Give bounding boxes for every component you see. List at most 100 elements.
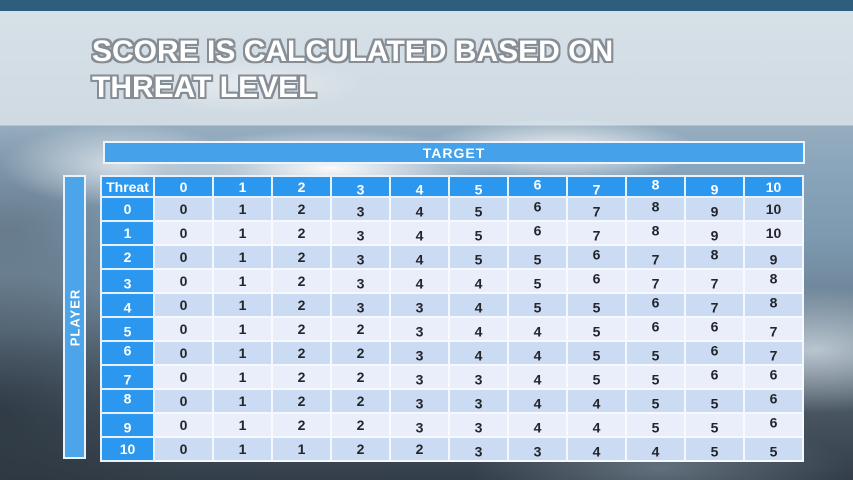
score-cell: 5 <box>568 294 627 318</box>
column-header-cell: 1 <box>214 175 273 198</box>
score-cell: 2 <box>332 318 391 342</box>
score-cell: 7 <box>627 246 686 270</box>
score-cell: 7 <box>745 318 804 342</box>
score-cell: 3 <box>391 318 450 342</box>
score-cell: 4 <box>450 342 509 366</box>
score-cell: 4 <box>450 270 509 294</box>
column-header-cell: 0 <box>155 175 214 198</box>
score-cell: 6 <box>627 318 686 342</box>
score-cell: 2 <box>273 318 332 342</box>
score-cell: 3 <box>450 438 509 462</box>
score-cell: 2 <box>273 414 332 438</box>
score-cell: 0 <box>155 342 214 366</box>
score-cell: 3 <box>332 246 391 270</box>
score-cell: 6 <box>686 366 745 390</box>
score-cell: 4 <box>391 246 450 270</box>
score-cell: 3 <box>332 270 391 294</box>
row-label-cell: 4 <box>100 294 155 318</box>
score-cell: 5 <box>686 414 745 438</box>
score-cell: 8 <box>627 222 686 246</box>
row-label-cell: 2 <box>100 246 155 270</box>
score-cell: 5 <box>627 366 686 390</box>
score-cell: 5 <box>745 438 804 462</box>
score-cell: 2 <box>332 366 391 390</box>
score-cell: 2 <box>273 390 332 414</box>
score-cell: 4 <box>568 390 627 414</box>
score-cell: 5 <box>627 414 686 438</box>
score-cell: 0 <box>155 270 214 294</box>
score-cell: 1 <box>214 342 273 366</box>
score-cell: 0 <box>155 222 214 246</box>
row-label-cell: 7 <box>100 366 155 390</box>
score-cell: 1 <box>214 414 273 438</box>
score-cell: 3 <box>332 198 391 222</box>
score-cell: 2 <box>332 414 391 438</box>
score-cell: 6 <box>568 246 627 270</box>
score-cell: 10 <box>745 222 804 246</box>
row-label-cell: 8 <box>100 390 155 414</box>
score-cell: 6 <box>745 366 804 390</box>
score-cell: 5 <box>568 366 627 390</box>
score-cell: 2 <box>273 366 332 390</box>
row-label-cell: 9 <box>100 414 155 438</box>
row-label-cell: 0 <box>100 198 155 222</box>
score-cell: 6 <box>745 414 804 438</box>
player-sidebar-label: PLAYER <box>67 288 83 346</box>
row-label-cell: 3 <box>100 270 155 294</box>
target-header-bar: TARGET <box>103 141 805 164</box>
table-row: 0 0 1 2 3 4 5 6 7 8 9 10 <box>100 198 804 222</box>
column-header-cell: 5 <box>450 175 509 198</box>
score-cell: 4 <box>568 414 627 438</box>
score-cell: 8 <box>745 294 804 318</box>
score-cell: 8 <box>627 198 686 222</box>
score-cell: 6 <box>686 342 745 366</box>
score-cell: 1 <box>214 438 273 462</box>
score-cell: 5 <box>509 294 568 318</box>
column-header-cell: 2 <box>273 175 332 198</box>
column-header-cell: 9 <box>686 175 745 198</box>
score-cell: 4 <box>450 294 509 318</box>
row-label-cell: 1 <box>100 222 155 246</box>
score-cell: 2 <box>332 342 391 366</box>
score-cell: 3 <box>332 222 391 246</box>
score-cell: 5 <box>509 246 568 270</box>
score-cell: 4 <box>509 414 568 438</box>
score-cell: 2 <box>273 222 332 246</box>
score-cell: 2 <box>273 246 332 270</box>
score-cell: 4 <box>450 318 509 342</box>
score-cell: 7 <box>627 270 686 294</box>
row-label-cell: 10 <box>100 438 155 462</box>
score-cell: 1 <box>214 390 273 414</box>
slide-title-line-2: THREAT LEVEL <box>92 71 317 104</box>
score-cell: 1 <box>273 438 332 462</box>
score-cell: 0 <box>155 366 214 390</box>
score-cell: 10 <box>745 198 804 222</box>
score-table-body: 0 0 1 2 3 4 5 6 7 8 9 10 1 0 1 2 3 4 5 6 7 8 9 10 2 0 1 2 3 4 5 5 6 7 8 9 3 0… <box>100 198 804 462</box>
score-cell: 1 <box>214 222 273 246</box>
score-cell: 6 <box>509 222 568 246</box>
score-cell: 3 <box>391 294 450 318</box>
score-cell: 5 <box>627 342 686 366</box>
score-cell: 3 <box>450 366 509 390</box>
score-cell: 8 <box>745 270 804 294</box>
score-cell: 9 <box>745 246 804 270</box>
score-cell: 7 <box>568 198 627 222</box>
column-header-cell: 3 <box>332 175 391 198</box>
score-cell: 6 <box>686 318 745 342</box>
score-cell: 5 <box>568 342 627 366</box>
score-cell: 4 <box>627 438 686 462</box>
score-cell: 5 <box>450 246 509 270</box>
score-cell: 5 <box>509 270 568 294</box>
score-cell: 4 <box>391 270 450 294</box>
score-cell: 1 <box>214 294 273 318</box>
score-cell: 0 <box>155 198 214 222</box>
score-cell: 1 <box>214 366 273 390</box>
score-cell: 0 <box>155 438 214 462</box>
column-header-cell: 6 <box>509 175 568 198</box>
table-row: 10 0 1 1 2 2 3 3 4 4 5 5 <box>100 438 804 462</box>
slide-title: SCORE IS CALCULATED BASED ON THREAT LEVE… <box>92 34 732 106</box>
